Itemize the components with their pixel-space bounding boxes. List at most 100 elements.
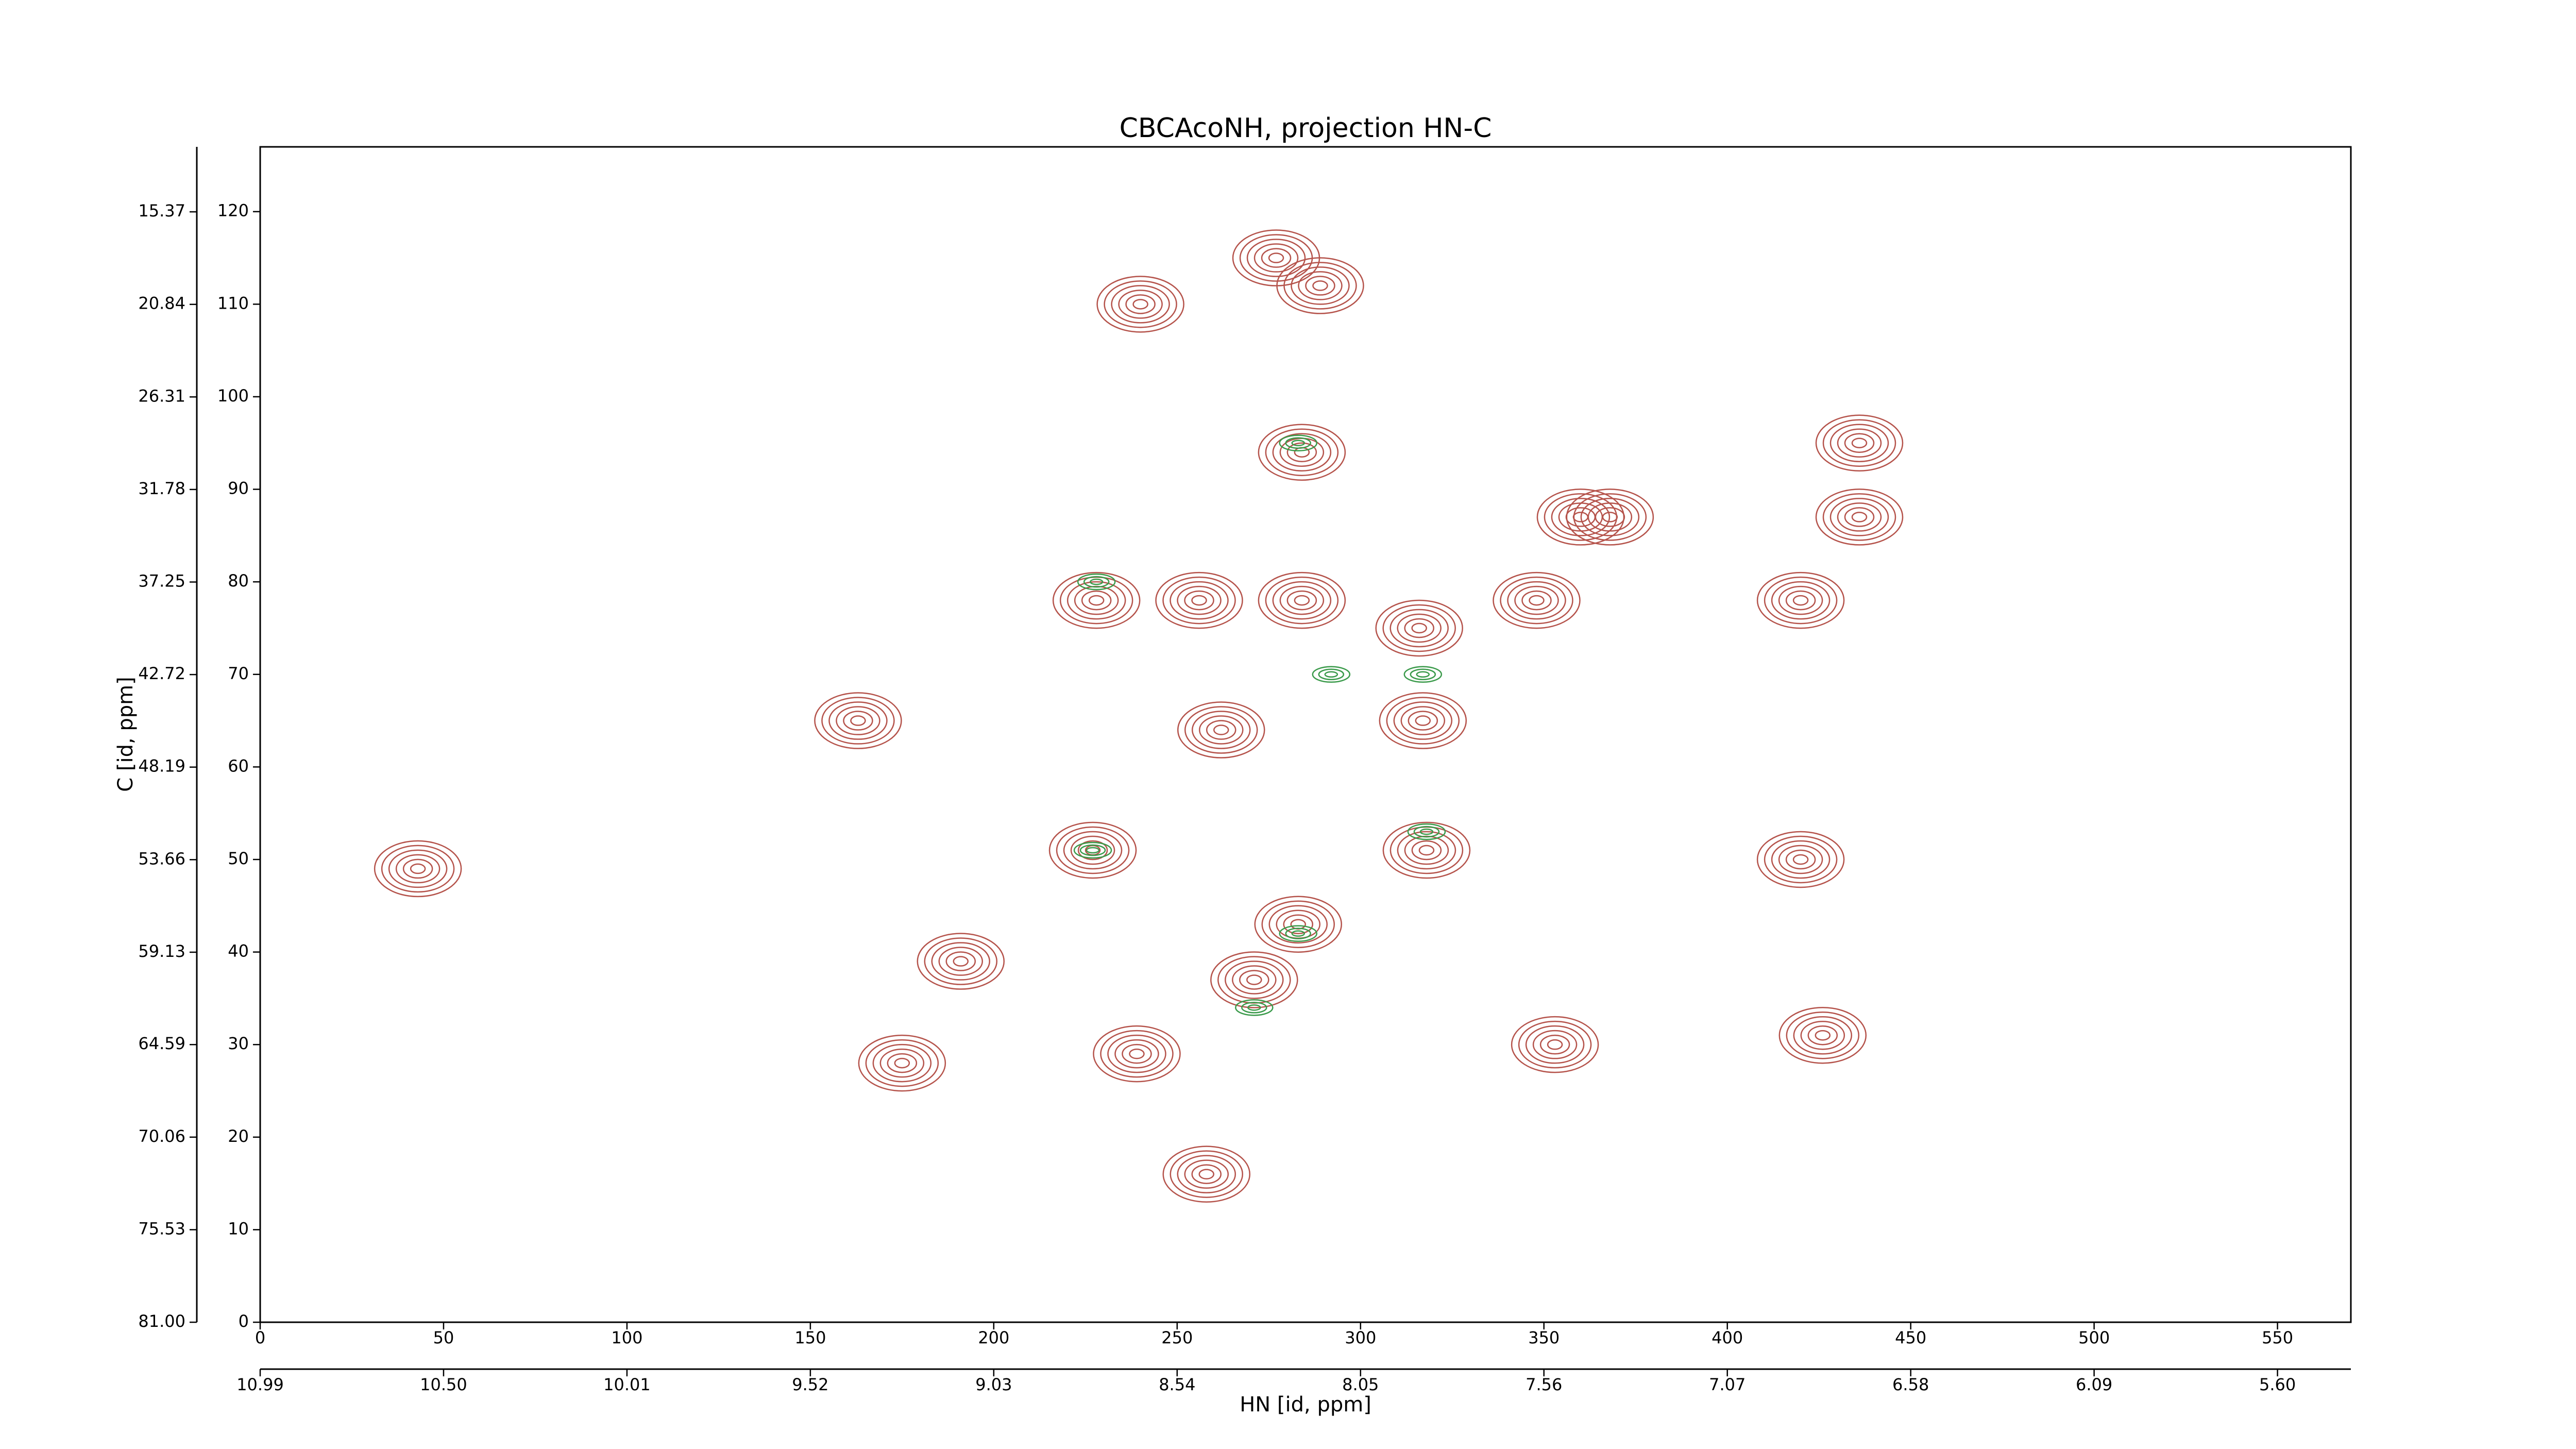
contour-peak <box>1073 841 1112 859</box>
x2-tick-label: 6.09 <box>2076 1375 2112 1394</box>
contour-peak <box>1291 440 1306 446</box>
y-axis-label: C [id, ppm] <box>114 677 138 792</box>
contour-peak <box>1844 507 1875 527</box>
contour-peak <box>1246 239 1306 277</box>
contour-peak <box>1086 847 1100 854</box>
contour-peak <box>1132 299 1148 310</box>
y-tick-label: 20 <box>228 1126 249 1146</box>
contour-peak <box>894 1057 910 1069</box>
x-tick-label: 450 <box>1895 1328 1926 1347</box>
contour-peak <box>1279 585 1325 615</box>
contour-peak <box>1587 502 1633 532</box>
contour-peak <box>1096 276 1184 333</box>
y2-tick-label: 15.37 <box>138 201 185 221</box>
contour-peak <box>1822 493 1896 541</box>
contour-peak <box>1521 590 1552 611</box>
contour-peak <box>1778 585 1823 615</box>
x-tick-label: 150 <box>794 1328 826 1347</box>
contour-peak <box>1547 1039 1563 1050</box>
chart-title: CBCAcoNH, projection HN-C <box>1120 113 1492 144</box>
y2-tick-label: 20.84 <box>138 294 185 313</box>
contour-peak <box>1279 434 1318 451</box>
contour-peak <box>1279 925 1318 942</box>
contour-peak <box>1756 571 1845 629</box>
contour-peak <box>1052 571 1141 629</box>
contour-peak <box>1291 930 1306 937</box>
x2-tick-label: 7.56 <box>1526 1375 1562 1394</box>
contour-peak <box>1386 697 1460 745</box>
contour-peak <box>1800 1020 1845 1050</box>
contour-peak <box>1285 928 1312 939</box>
contour-peak <box>1815 1030 1831 1041</box>
y2-tick-label: 26.31 <box>138 386 185 406</box>
contour-peak <box>1283 262 1357 310</box>
x-axis-label: HN [id, ppm] <box>1240 1393 1371 1417</box>
contour-peak <box>1379 692 1467 749</box>
y2-tick-label: 81.00 <box>138 1311 185 1331</box>
contour-peak <box>1851 437 1868 448</box>
contour-peak <box>931 942 991 981</box>
contour-peak <box>1272 581 1332 620</box>
contour-peak <box>843 711 873 731</box>
y2-tick-label: 59.13 <box>138 941 185 961</box>
contour-peak <box>1077 840 1108 861</box>
x-tick-label: 250 <box>1161 1328 1193 1347</box>
x2-tick-label: 7.07 <box>1709 1375 1745 1394</box>
contour-peak <box>1807 1025 1838 1046</box>
contour-peak <box>1213 724 1229 735</box>
contour-peak <box>1070 835 1115 865</box>
contour-peak <box>858 1034 946 1092</box>
contour-peak <box>1206 720 1236 740</box>
contour-peak <box>1184 1159 1229 1189</box>
contour-peak <box>1785 590 1816 611</box>
contour-peak <box>1122 1043 1152 1064</box>
contour-peak <box>1265 428 1339 476</box>
contour-peak <box>1837 502 1882 532</box>
contour-peak <box>1500 576 1573 625</box>
contour-peak <box>1382 821 1471 879</box>
contour-peak <box>1294 595 1310 606</box>
contour-peak <box>1566 488 1654 546</box>
contour-peak <box>388 849 448 888</box>
contour-peak <box>381 845 455 893</box>
y2-tick-label: 48.19 <box>138 756 185 776</box>
contour-peak <box>1261 900 1335 948</box>
contour-peak <box>1792 854 1809 865</box>
contour-peak <box>1258 571 1346 629</box>
contour-peak <box>1844 433 1875 453</box>
contour-peak <box>1793 1016 1853 1055</box>
contour-peak <box>1066 581 1126 620</box>
y2-tick-label: 53.66 <box>138 849 185 868</box>
contour-peak <box>1199 715 1244 745</box>
contour-peak <box>1083 576 1110 588</box>
contour-peak <box>1088 595 1105 606</box>
contour-peak <box>1318 668 1345 681</box>
contour-peak <box>1511 1016 1599 1073</box>
contour-peak <box>1525 1025 1585 1064</box>
x2-tick-label: 5.60 <box>2259 1375 2296 1394</box>
contour-peak <box>1247 1004 1261 1011</box>
x-tick-label: 100 <box>611 1328 642 1347</box>
x-tick-label: 0 <box>255 1328 265 1347</box>
contour-peak <box>1407 823 1446 840</box>
contour-peak <box>1235 999 1274 1016</box>
y2-tick-label: 42.72 <box>138 664 185 683</box>
y-tick-label: 60 <box>228 756 249 776</box>
plot-area <box>374 229 1904 1203</box>
contour-peak <box>1413 825 1440 838</box>
y-tick-label: 50 <box>228 849 249 868</box>
contour-peak <box>872 1043 932 1083</box>
y-tick-label: 90 <box>228 479 249 498</box>
x2-tick-label: 10.50 <box>420 1375 467 1394</box>
contour-peak <box>1253 243 1299 273</box>
contour-peak <box>1100 1030 1174 1078</box>
contour-peak <box>865 1039 939 1087</box>
contour-peak <box>1389 609 1449 648</box>
x-tick-label: 300 <box>1345 1328 1376 1347</box>
contour-peak <box>828 701 888 740</box>
contour-peak <box>1305 276 1335 296</box>
contour-peak <box>1155 571 1243 629</box>
contour-peak <box>1411 840 1442 861</box>
